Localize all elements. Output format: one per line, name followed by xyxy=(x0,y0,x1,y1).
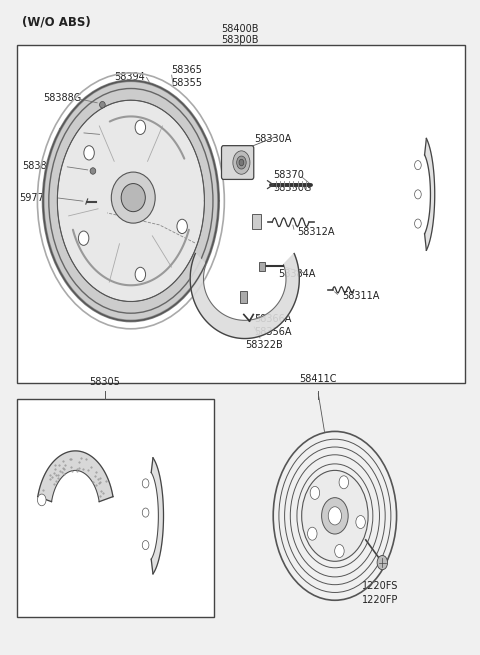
Text: 58394: 58394 xyxy=(114,72,145,82)
Circle shape xyxy=(339,476,348,489)
Circle shape xyxy=(142,508,149,517)
Bar xyxy=(17,45,466,383)
Polygon shape xyxy=(425,138,435,250)
Circle shape xyxy=(308,527,317,540)
Ellipse shape xyxy=(135,120,145,134)
Circle shape xyxy=(415,219,421,228)
Ellipse shape xyxy=(78,231,89,246)
Text: 58370: 58370 xyxy=(273,170,304,180)
Text: 58312A: 58312A xyxy=(297,227,335,237)
Text: 58322B: 58322B xyxy=(245,340,283,350)
Text: (W/O ABS): (W/O ABS) xyxy=(22,16,91,29)
Circle shape xyxy=(310,487,320,499)
Text: 58411C: 58411C xyxy=(300,374,337,384)
Text: 58400B: 58400B xyxy=(221,24,259,33)
Circle shape xyxy=(301,470,368,561)
Circle shape xyxy=(322,498,348,534)
Text: 1220FP: 1220FP xyxy=(362,595,398,605)
Circle shape xyxy=(37,494,46,506)
Text: 58356A: 58356A xyxy=(254,327,292,337)
Ellipse shape xyxy=(135,267,145,282)
Ellipse shape xyxy=(99,102,105,108)
Text: 58311A: 58311A xyxy=(342,291,379,301)
Ellipse shape xyxy=(84,145,94,160)
Circle shape xyxy=(237,156,246,169)
Bar xyxy=(17,399,214,616)
Text: 58355: 58355 xyxy=(171,78,202,88)
Bar xyxy=(240,291,247,303)
Text: 58388G: 58388G xyxy=(43,93,81,103)
Polygon shape xyxy=(190,253,300,339)
Circle shape xyxy=(415,190,421,199)
Bar xyxy=(260,262,265,271)
Circle shape xyxy=(142,540,149,550)
Polygon shape xyxy=(151,458,164,574)
Ellipse shape xyxy=(57,100,204,301)
Ellipse shape xyxy=(177,219,187,234)
Ellipse shape xyxy=(90,168,96,174)
Circle shape xyxy=(356,515,365,529)
FancyBboxPatch shape xyxy=(221,145,254,179)
Text: 58366A: 58366A xyxy=(254,314,292,324)
Polygon shape xyxy=(43,81,219,321)
Text: 58330A: 58330A xyxy=(254,134,292,144)
Ellipse shape xyxy=(121,183,145,212)
Text: 58305: 58305 xyxy=(89,377,120,387)
Circle shape xyxy=(377,555,387,570)
Circle shape xyxy=(328,507,342,525)
Polygon shape xyxy=(38,451,113,502)
Text: 1220FS: 1220FS xyxy=(362,581,398,591)
Circle shape xyxy=(415,160,421,170)
Text: 59775: 59775 xyxy=(19,193,50,202)
Text: 58300B: 58300B xyxy=(221,35,259,45)
Circle shape xyxy=(142,479,149,488)
Circle shape xyxy=(239,159,244,166)
Text: 58386B: 58386B xyxy=(22,161,59,172)
Bar xyxy=(252,214,261,229)
Ellipse shape xyxy=(111,172,155,223)
Circle shape xyxy=(335,544,344,557)
Text: 58323: 58323 xyxy=(57,128,88,138)
Text: 58365: 58365 xyxy=(171,65,202,75)
Text: 58384A: 58384A xyxy=(278,269,315,278)
Circle shape xyxy=(233,151,250,174)
Text: 58350G: 58350G xyxy=(273,183,312,193)
